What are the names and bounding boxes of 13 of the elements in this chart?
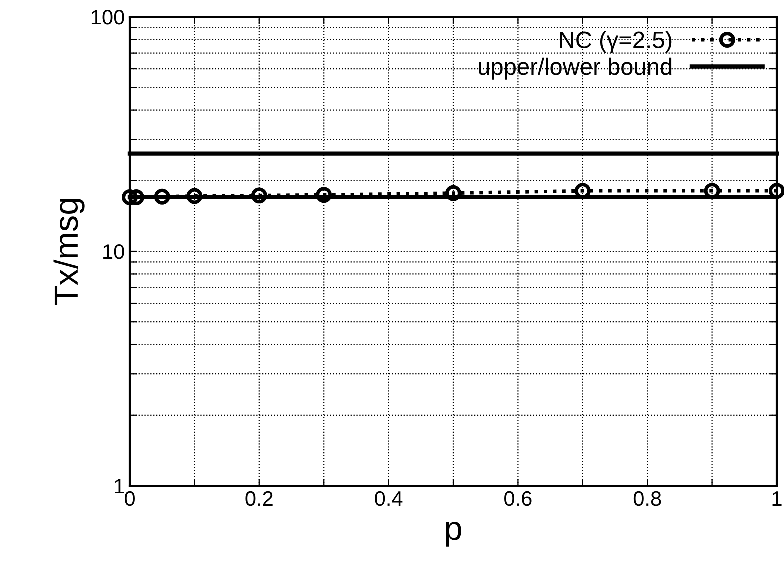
y-tick-label: 100 — [92, 10, 124, 25]
x-tick-label: 1 — [772, 492, 782, 506]
x-tick-label: 0.2 — [246, 491, 273, 506]
x-tick-label: 0.4 — [375, 491, 403, 506]
y-axis-title: Tx/msg — [54, 199, 85, 306]
y-tick-label: 10 — [104, 244, 124, 260]
legend-label: upper/lower bound — [479, 58, 672, 80]
legend-label: NC (γ=2.5) — [560, 31, 672, 54]
x-axis-title: p — [446, 522, 462, 547]
x-tick-label: 0 — [125, 491, 135, 506]
x-tick-label: 0.6 — [504, 491, 532, 506]
y-tick-label: 1 — [115, 479, 124, 494]
x-tick-label: 0.8 — [634, 491, 662, 506]
